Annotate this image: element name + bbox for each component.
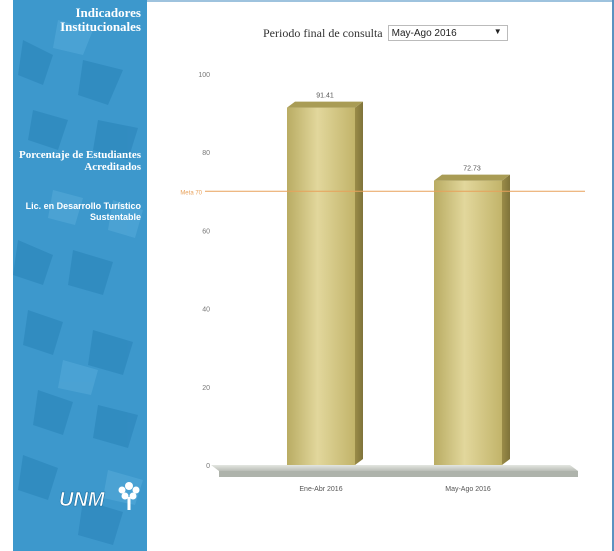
bar-top (287, 101, 363, 108)
y-tick-label: 0 (206, 463, 210, 470)
x-tick-label: May-Ago 2016 (445, 486, 491, 493)
accredited-students-chart: 0 20 40 60 80 100 91.41 Ene-Abr 2016 72.73 May-Ag… (180, 72, 585, 493)
top-border (147, 0, 614, 2)
y-tick-label: 80 (202, 150, 210, 157)
x-tick-label: Ene-Abr 2016 (299, 486, 342, 493)
bar (287, 107, 355, 465)
tree-icon (118, 482, 140, 510)
bar (434, 180, 502, 465)
sidebar-title: Indicadores Institucionales (60, 5, 141, 34)
goal-label: Meta 70 (180, 190, 202, 196)
y-tick-label: 20 (202, 385, 210, 392)
period-select[interactable]: May-Ago 2016 ▼ (387, 25, 508, 41)
bar-value-label: 91.41 (316, 93, 334, 100)
sidebar-pattern (13, 20, 143, 545)
chart-floor (211, 465, 578, 471)
y-tick-label: 60 (202, 228, 210, 235)
period-label: Periodo final de consulta (263, 25, 383, 40)
dropdown-arrow-icon: ▼ (493, 27, 502, 36)
y-tick-label: 100 (198, 72, 210, 79)
bar-value-label: 72.73 (463, 166, 481, 173)
right-border (612, 0, 614, 551)
period-filter: Periodo final de consulta May-Ago 2016 ▼ (263, 24, 508, 42)
unm-logo: UNM (59, 482, 140, 511)
metric-title: Porcentaje de Estudiantes Acreditados (18, 149, 141, 173)
bar-side (502, 174, 510, 465)
period-selected-value: May-Ago 2016 (391, 28, 457, 39)
bar-top (434, 174, 510, 181)
chart-floor-edge (219, 471, 578, 477)
program-name: Lic. en Desarrollo Turístico Sustentable (25, 201, 141, 222)
bar-side (355, 101, 363, 465)
sidebar: Indicadores Institucionales Porcentaje d… (13, 0, 147, 551)
y-tick-label: 40 (202, 307, 210, 314)
logo-text: UNM (59, 489, 106, 511)
